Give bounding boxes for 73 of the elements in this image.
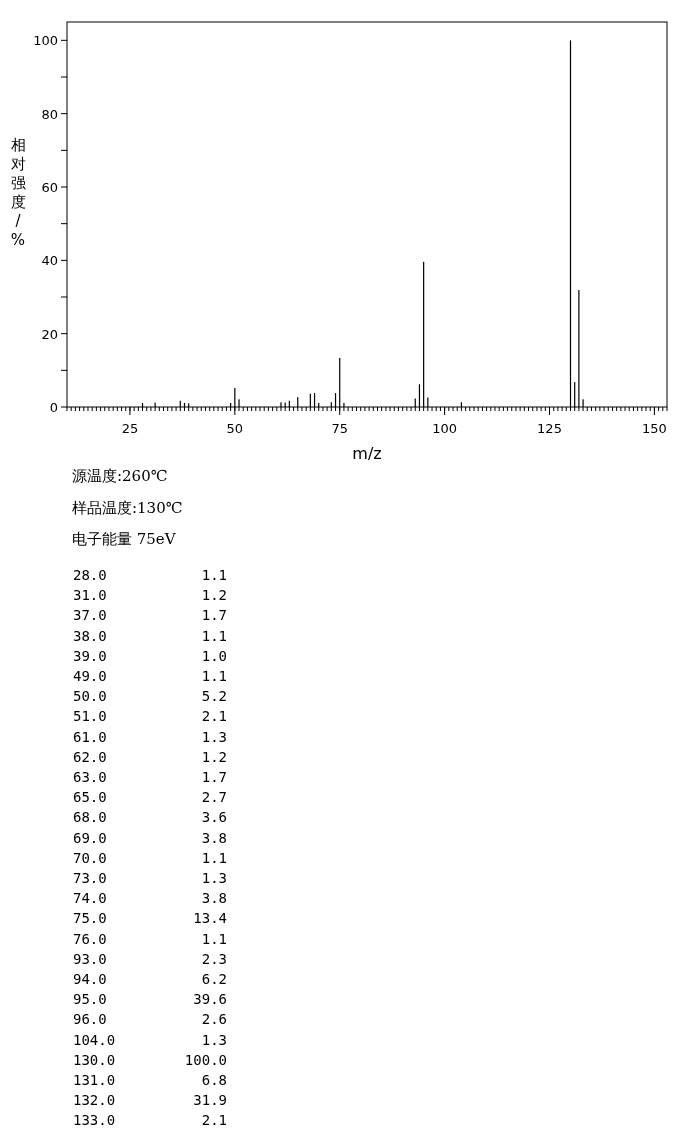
category-label: 51.0 (73, 708, 107, 725)
category-label: 68.0 (73, 809, 107, 826)
category-label: 63.0 (73, 769, 107, 785)
data-label: 13.4 (193, 910, 227, 927)
x-axis-title: m/z (352, 444, 382, 463)
x-tick-label: 125 (537, 421, 562, 436)
category-label: 70.0 (73, 849, 107, 866)
data-label: 31.9 (193, 1092, 227, 1109)
data-label: 1.3 (201, 870, 227, 886)
y-tick-label: 40 (41, 253, 58, 269)
data-label: 3.8 (201, 890, 227, 907)
category-label: 96.0 (73, 1011, 107, 1028)
category-label: 74.0 (73, 890, 107, 907)
category-label: 133.0 (73, 1112, 116, 1129)
data-label: 1.1 (201, 849, 227, 866)
category-label: 73.0 (73, 870, 107, 886)
category-label: 38.0 (73, 627, 107, 644)
data-label: 1.7 (201, 607, 227, 624)
text: 样品温度:130℃ (72, 498, 183, 517)
x-tick-label: 150 (642, 421, 667, 436)
category-label: 75.0 (73, 910, 107, 927)
y-tick-label: 0 (49, 400, 58, 415)
category-label: 131.0 (73, 1072, 116, 1088)
category-label: 28.0 (73, 567, 107, 583)
data-label: 1.1 (201, 930, 227, 947)
data-label: 3.8 (201, 829, 227, 846)
data-label: 1.7 (201, 769, 227, 785)
data-label: 2.6 (201, 1011, 227, 1028)
category-label: 95.0 (73, 991, 107, 1008)
category-label: 61.0 (73, 728, 107, 745)
data-label: 1.2 (201, 587, 227, 604)
data-label: 100.0 (184, 1051, 227, 1068)
x-tick-label: 75 (331, 421, 348, 436)
text: 源温度:260℃ (72, 467, 168, 485)
data-label: 1.1 (201, 668, 227, 684)
data-label: 1.3 (201, 1031, 227, 1048)
y-tick-label: 60 (41, 180, 58, 195)
data-label: 2.7 (201, 789, 227, 806)
category-label: 69.0 (73, 829, 107, 846)
data-label: 39.6 (193, 991, 227, 1008)
data-label: 1.1 (201, 627, 227, 644)
category-label: 104.0 (73, 1031, 116, 1048)
text: 电子能量 75eV (72, 530, 177, 548)
category-label: 65.0 (73, 789, 107, 806)
data-label: 6.2 (201, 971, 227, 987)
data-label: 3.6 (201, 809, 227, 826)
data-label: 2.3 (201, 950, 227, 967)
data-label: 2.1 (201, 1112, 227, 1129)
x-tick-label: 100 (432, 421, 458, 436)
category-label: 39.0 (73, 647, 107, 664)
data-label: 1.2 (201, 748, 227, 765)
data-label: 5.2 (201, 688, 227, 705)
category-label: 94.0 (73, 971, 107, 987)
x-tick-label: 25 (121, 421, 139, 436)
category-label: 132.0 (73, 1092, 116, 1109)
data-label: 2.1 (201, 708, 227, 725)
data-label: 6.8 (201, 1072, 227, 1088)
category-label: 76.0 (73, 930, 107, 947)
y-tick-label: 20 (41, 326, 58, 342)
category-label: 49.0 (73, 668, 107, 684)
x-tick-label: 50 (226, 421, 244, 436)
category-label: 50.0 (73, 688, 107, 705)
category-label: 62.0 (73, 748, 107, 765)
category-label: 93.0 (73, 950, 107, 967)
data-label: 1.0 (201, 647, 227, 664)
y-tick-label: 100 (33, 33, 58, 49)
category-label: 37.0 (73, 607, 107, 624)
data-label: 1.1 (201, 567, 227, 583)
category-label: 31.0 (73, 587, 107, 604)
category-label: 130.0 (73, 1051, 116, 1068)
y-axis-title: 相对强度/% (10, 136, 26, 249)
y-tick-label: 80 (41, 106, 58, 122)
data-label: 1.3 (201, 728, 227, 745)
